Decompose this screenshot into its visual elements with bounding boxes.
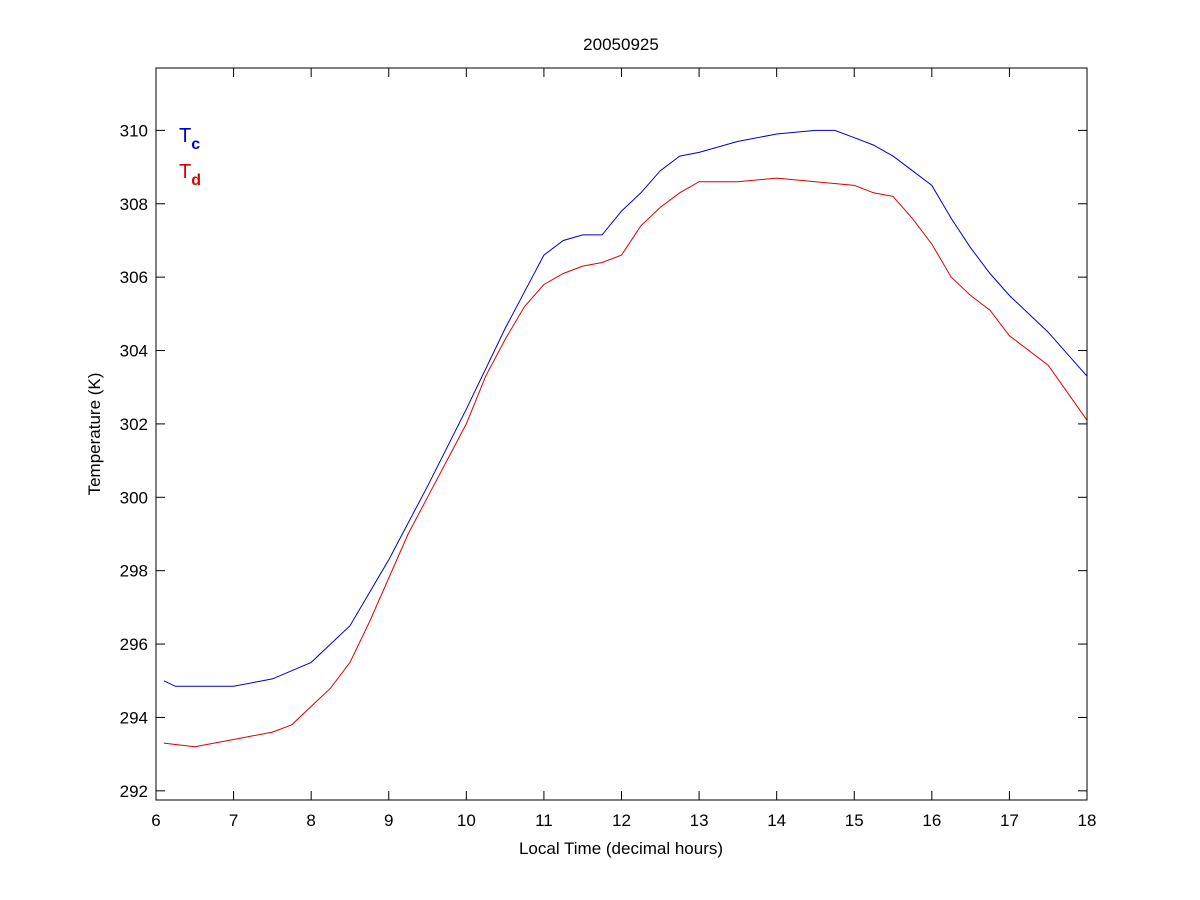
x-tick-label: 17	[1000, 811, 1019, 830]
y-tick-label: 296	[120, 635, 148, 654]
x-tick-label: 18	[1078, 811, 1097, 830]
series-line-Td	[163, 177, 1088, 748]
y-tick-label: 302	[120, 415, 148, 434]
plot-area-frame	[155, 67, 1088, 801]
x-tick-label: 11	[535, 811, 553, 830]
x-tick-label: 7	[229, 811, 238, 830]
x-tick-label: 10	[457, 811, 476, 830]
y-tick-label: 292	[120, 782, 148, 801]
x-tick-label: 6	[151, 811, 160, 830]
y-tick-label: 298	[120, 562, 148, 581]
y-tick-label: 310	[120, 121, 148, 140]
x-tick-label: 16	[922, 811, 941, 830]
y-tick-label: 308	[120, 195, 148, 214]
x-tick-label: 13	[690, 811, 709, 830]
x-tick-label: 15	[845, 811, 864, 830]
x-tick-label: 9	[384, 811, 393, 830]
y-tick-label: 306	[120, 268, 148, 287]
x-tick-label: 8	[306, 811, 315, 830]
y-tick-label: 294	[120, 708, 148, 727]
series-line-Tc	[163, 129, 1088, 687]
legend-entry-Tc: Tc	[179, 125, 200, 153]
legend-entry-Td: Td	[179, 161, 201, 189]
legend: Tc Td	[179, 125, 201, 189]
x-tick-label: 12	[612, 811, 631, 830]
y-tick-label: 304	[120, 342, 148, 361]
x-axis-label: Local Time (decimal hours)	[519, 839, 723, 858]
y-axis-label: Temperature (K)	[85, 373, 104, 496]
chart-title: 20050925	[583, 35, 659, 54]
x-tick-label: 14	[767, 811, 786, 830]
y-tick-label: 300	[120, 488, 148, 507]
